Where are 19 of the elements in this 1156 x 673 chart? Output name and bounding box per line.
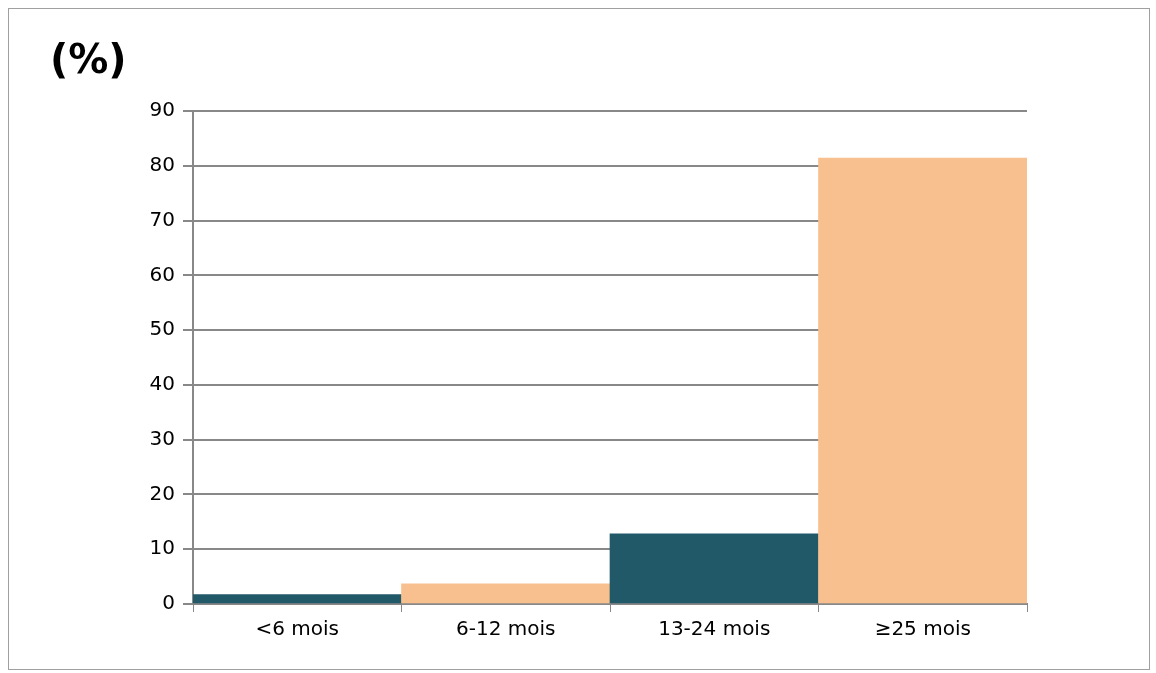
y-tick-label: 10	[149, 535, 175, 560]
y-tick-label: 30	[149, 425, 175, 450]
x-tick-label: 13-24 mois	[658, 616, 771, 641]
x-tick-label: 6-12 mois	[456, 616, 556, 641]
bar	[401, 583, 611, 604]
y-tick-label: 70	[149, 206, 175, 231]
x-tick-label: ≥25 mois	[874, 616, 971, 641]
bar	[818, 157, 1027, 604]
y-tick-label: 0	[162, 590, 175, 615]
y-tick-label: 80	[149, 151, 175, 176]
y-tick-label: 90	[149, 97, 175, 122]
x-tick-label: <6 mois	[255, 616, 340, 641]
y-tick-label: 60	[149, 261, 175, 286]
bar	[609, 533, 819, 604]
y-tick-label: 50	[149, 316, 175, 341]
y-tick-label: 40	[149, 371, 175, 396]
bar	[193, 594, 402, 604]
y-tick-label: 20	[149, 480, 175, 505]
y-axis-title: (%)	[50, 36, 127, 83]
